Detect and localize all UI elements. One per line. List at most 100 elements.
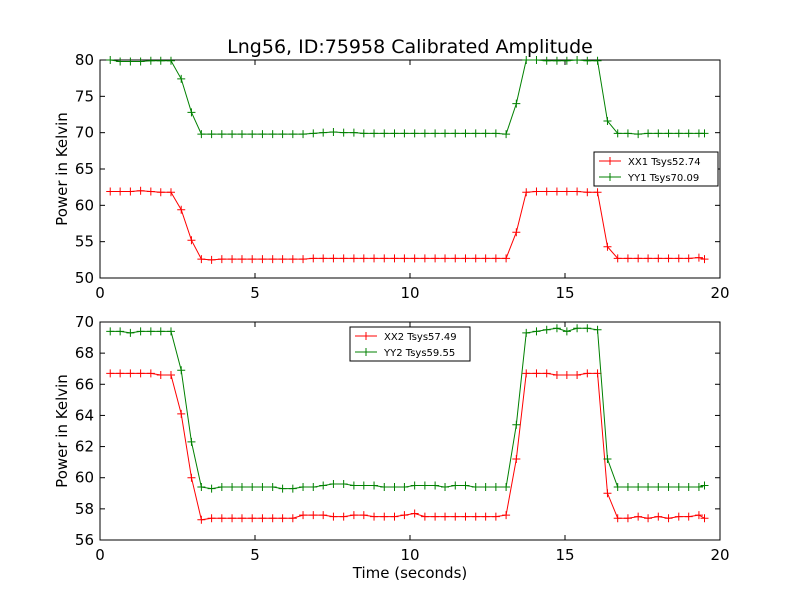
- y-tick-label: 70: [75, 313, 94, 331]
- data-point: [106, 327, 115, 336]
- data-point: [136, 327, 145, 336]
- data-point: [542, 369, 551, 378]
- data-point: [299, 511, 308, 520]
- data-point: [319, 511, 328, 520]
- data-point: [441, 129, 450, 138]
- data-point: [532, 187, 541, 196]
- data-point: [156, 188, 165, 197]
- data-point: [288, 255, 297, 264]
- data-point: [197, 255, 206, 264]
- data-point: [562, 56, 571, 65]
- data-point: [116, 57, 125, 66]
- data-point: [166, 327, 175, 336]
- data-point: [552, 324, 561, 333]
- data-point: [359, 511, 368, 520]
- data-point: [451, 254, 460, 263]
- data-point: [634, 254, 643, 263]
- data-point: [319, 254, 328, 263]
- y-tick-label: 58: [75, 500, 94, 518]
- data-point: [329, 254, 338, 263]
- data-point: [674, 483, 683, 492]
- data-point: [644, 514, 653, 523]
- data-point: [532, 56, 541, 64]
- data-point: [664, 483, 673, 492]
- y-tick-label: 80: [75, 51, 94, 69]
- data-point: [471, 129, 480, 138]
- y-tick-label: 65: [75, 160, 94, 178]
- data-point: [471, 254, 480, 263]
- data-point: [664, 129, 673, 138]
- data-point: [410, 129, 419, 138]
- x-tick-label: 20: [710, 546, 729, 564]
- data-point: [532, 327, 541, 336]
- data-point: [562, 187, 571, 196]
- data-point: [593, 325, 602, 334]
- data-point: [339, 479, 348, 488]
- legend-box: [349, 326, 471, 362]
- data-point: [471, 483, 480, 492]
- data-point: [197, 130, 206, 139]
- data-point: [319, 128, 328, 137]
- data-point: [177, 366, 186, 375]
- data-point: [187, 473, 196, 482]
- data-point: [268, 255, 277, 264]
- data-point: [420, 129, 429, 138]
- data-point: [278, 255, 287, 264]
- y-tick-label: 56: [75, 531, 94, 549]
- y-tick-label: 70: [75, 124, 94, 142]
- data-point: [410, 509, 419, 518]
- x-tick-label: 0: [95, 546, 105, 564]
- data-point: [542, 325, 551, 334]
- data-point: [603, 489, 612, 498]
- top-panel: 0 5 10 15 20 50 55 60 65 70 75 80 Power in Kelvin XX1…: [53, 51, 730, 302]
- data-point: [491, 512, 500, 521]
- data-point: [146, 369, 155, 378]
- data-point: [156, 56, 165, 65]
- data-point: [228, 483, 237, 492]
- data-point: [623, 129, 632, 138]
- data-point: [217, 483, 226, 492]
- data-point: [126, 57, 135, 66]
- data-point: [400, 483, 409, 492]
- data-point: [217, 255, 226, 264]
- data-point: [299, 483, 308, 492]
- data-point: [583, 56, 592, 65]
- data-point: [552, 370, 561, 379]
- data-point: [339, 254, 348, 263]
- data-point: [390, 129, 399, 138]
- y-tick-label: 66: [75, 375, 94, 393]
- data-point: [613, 483, 622, 492]
- data-point: [441, 254, 450, 263]
- data-point: [390, 483, 399, 492]
- data-point: [573, 187, 582, 196]
- data-point: [126, 187, 135, 196]
- data-point: [339, 128, 348, 137]
- x-tick-label: 0: [95, 284, 105, 302]
- data-point: [613, 129, 622, 138]
- data-point: [583, 324, 592, 333]
- data-point: [664, 514, 673, 523]
- data-point: [700, 255, 709, 264]
- bottom-panel: 0 5 10 15 20 56 58 60 62 64 66 68 70 Power in Kelvin T…: [53, 313, 730, 582]
- data-point: [420, 254, 429, 263]
- data-point: [288, 484, 297, 493]
- data-point: [228, 514, 237, 523]
- data-point: [583, 369, 592, 378]
- data-point: [370, 512, 379, 521]
- data-point: [177, 74, 186, 83]
- data-point: [217, 130, 226, 139]
- data-point: [634, 130, 643, 139]
- data-point: [451, 512, 460, 521]
- data-point: [116, 327, 125, 336]
- data-point: [522, 328, 531, 337]
- data-point: [522, 56, 531, 64]
- data-point: [339, 512, 348, 521]
- data-point: [380, 129, 389, 138]
- data-point: [481, 512, 490, 521]
- data-point: [420, 481, 429, 490]
- data-point: [400, 129, 409, 138]
- data-point: [329, 127, 338, 136]
- data-point: [512, 99, 521, 108]
- legend-label: YY2 Tsys59.55: [383, 348, 455, 359]
